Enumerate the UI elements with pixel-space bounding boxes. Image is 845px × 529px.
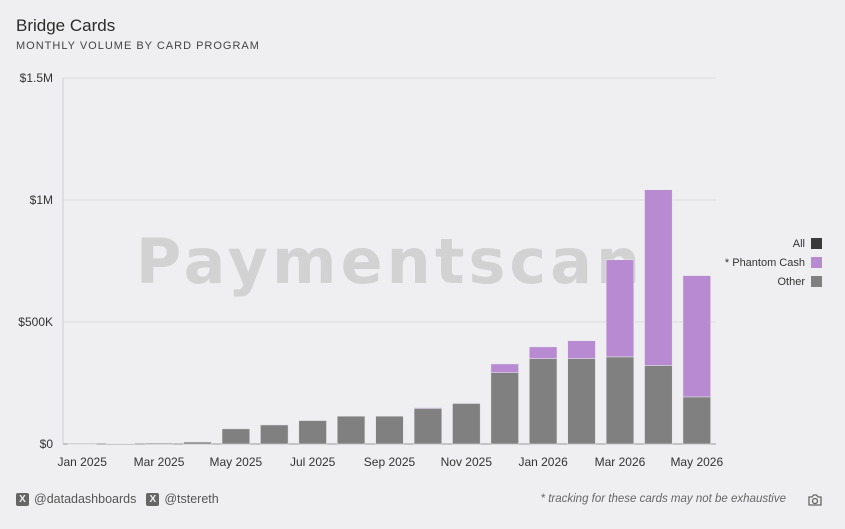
bar-segment[interactable] bbox=[183, 441, 212, 445]
bar-segment[interactable] bbox=[221, 428, 250, 445]
bar-segment[interactable] bbox=[106, 443, 135, 445]
bar-segment[interactable] bbox=[567, 340, 596, 359]
legend-item-other[interactable]: Other bbox=[725, 272, 822, 291]
x-tick-label: Jul 2025 bbox=[290, 455, 336, 469]
legend-label: Other bbox=[777, 275, 805, 288]
chart-canvas: Paymentscan $0 $500K $1M $1.5M Jan 2025 Mar … bbox=[18, 71, 723, 469]
bar-segment[interactable] bbox=[337, 415, 366, 445]
bar-segment[interactable] bbox=[529, 346, 558, 359]
bar-segment[interactable] bbox=[144, 442, 174, 445]
chart-title: Bridge Cards bbox=[16, 16, 116, 35]
bar-segment[interactable] bbox=[605, 356, 635, 445]
handle-link-tstereth[interactable]: X @tstereth bbox=[146, 492, 219, 506]
legend-item-phantom-cash[interactable]: * Phantom Cash bbox=[725, 253, 822, 272]
legend-swatch bbox=[811, 238, 822, 249]
bar-segment[interactable] bbox=[413, 408, 442, 445]
bar-segment[interactable] bbox=[605, 259, 635, 358]
handle-text: @tstereth bbox=[164, 492, 219, 506]
x-tick-label: Sep 2025 bbox=[364, 455, 416, 469]
bar-segment[interactable] bbox=[682, 275, 711, 398]
x-logo-icon: X bbox=[16, 492, 29, 506]
x-tick-label: May 2025 bbox=[210, 455, 263, 469]
y-tick-label: $1.5M bbox=[20, 71, 53, 85]
bar-segment[interactable] bbox=[490, 372, 519, 445]
bar-segment[interactable] bbox=[682, 396, 711, 445]
x-tick-label: Nov 2025 bbox=[441, 455, 493, 469]
bar-segment[interactable] bbox=[644, 189, 673, 366]
x-tick-label: Jan 2025 bbox=[58, 455, 108, 469]
watermark: Paymentscan bbox=[136, 225, 644, 298]
bar-segment[interactable] bbox=[644, 365, 673, 445]
legend-swatch bbox=[811, 276, 822, 287]
x-tick-label: May 2026 bbox=[670, 455, 723, 469]
x-tick-label: Mar 2026 bbox=[595, 455, 646, 469]
bar-segment[interactable] bbox=[452, 403, 481, 445]
handle-link-datadashboards[interactable]: X @datadashboards bbox=[16, 492, 136, 506]
x-tick-label: Jan 2026 bbox=[518, 455, 568, 469]
handle-text: @datadashboards bbox=[34, 492, 137, 506]
x-tick-label: Mar 2025 bbox=[134, 455, 185, 469]
bar-segment[interactable] bbox=[529, 358, 558, 445]
bar-segment[interactable] bbox=[413, 407, 442, 409]
legend: All * Phantom Cash Other bbox=[725, 234, 822, 291]
legend-label: * Phantom Cash bbox=[724, 256, 805, 269]
camera-icon[interactable] bbox=[807, 492, 823, 508]
footer: X @datadashboards X @tstereth bbox=[16, 492, 229, 506]
legend-swatch bbox=[811, 257, 822, 268]
y-tick-label: $0 bbox=[40, 437, 54, 451]
x-logo-icon: X bbox=[146, 492, 160, 506]
legend-item-all[interactable]: All bbox=[725, 234, 822, 253]
legend-label: All bbox=[792, 237, 805, 250]
bar-segment[interactable] bbox=[260, 424, 289, 445]
bar-segment[interactable] bbox=[68, 443, 97, 445]
bar-segment[interactable] bbox=[375, 415, 404, 445]
y-tick-label: $1M bbox=[30, 193, 53, 207]
footnote: * tracking for these cards may not be ex… bbox=[540, 493, 786, 505]
bar-segment[interactable] bbox=[567, 358, 596, 445]
bar-segment[interactable] bbox=[298, 420, 327, 445]
chart-subtitle: MONTHLY VOLUME BY CARD PROGRAM bbox=[16, 40, 260, 52]
bar-segment[interactable] bbox=[490, 363, 519, 374]
y-tick-label: $500K bbox=[18, 315, 53, 329]
